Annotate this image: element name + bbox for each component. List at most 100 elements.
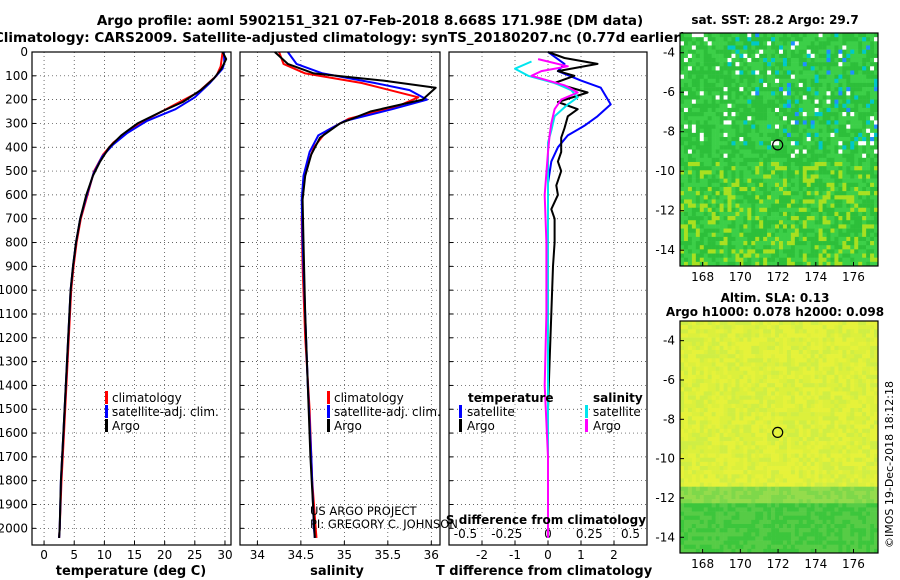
map-cell [814, 70, 819, 75]
map-cell [743, 91, 748, 96]
map-cell [826, 412, 831, 417]
map-cell [719, 153, 724, 159]
map-cell [858, 153, 863, 159]
map-cell [846, 57, 851, 63]
map-cell [715, 245, 720, 250]
map-cell [790, 428, 796, 434]
map-cell [719, 424, 724, 430]
map-cell [719, 149, 724, 154]
map-cell [735, 253, 740, 258]
map-cell [806, 120, 811, 125]
map-cell [858, 321, 863, 326]
map-cell [735, 337, 740, 343]
map-cell [834, 82, 839, 88]
map-cell [866, 33, 871, 38]
map-cell [755, 374, 760, 380]
map-cell [687, 412, 693, 417]
map-cell [711, 391, 716, 396]
map-cell [763, 329, 768, 334]
map-cell [727, 62, 732, 67]
map-cell [870, 449, 875, 454]
map-cell [763, 74, 768, 80]
map-cell [703, 428, 709, 434]
map-cell [735, 362, 740, 367]
map-cell [786, 137, 792, 142]
map-cell [814, 245, 819, 250]
map-cell [838, 337, 843, 343]
map-cell [846, 437, 851, 442]
map-cell [707, 78, 712, 84]
map-cell [802, 53, 808, 59]
map-cell [755, 224, 760, 229]
map-cell [743, 228, 748, 234]
map-cell [723, 137, 728, 142]
map-cell [715, 370, 720, 376]
map-cell [862, 62, 867, 67]
map-cell [767, 321, 772, 326]
map-cell [850, 220, 855, 225]
map-cell [830, 395, 835, 401]
map-cell [747, 207, 752, 213]
map-cell [874, 395, 879, 401]
map-cell [842, 424, 847, 430]
map-cell [822, 116, 827, 121]
map-cell [743, 37, 748, 42]
map-cell [687, 211, 693, 217]
map-cell [767, 95, 772, 100]
map-cell [731, 182, 736, 188]
map-cell [779, 82, 784, 88]
map-cell [691, 470, 697, 475]
map-cell [830, 186, 835, 192]
map-cell [826, 220, 831, 225]
map-cell [850, 424, 855, 430]
map-cell [719, 70, 724, 75]
map-cell [751, 95, 756, 100]
map-cell [743, 137, 748, 142]
map-cell [830, 399, 835, 405]
map-cell [759, 128, 764, 134]
map-cell [755, 329, 760, 334]
map-cell [751, 358, 756, 363]
map-cell [846, 249, 851, 254]
map-cell [786, 182, 792, 188]
map-cell [830, 408, 835, 413]
map-cell [727, 403, 732, 409]
map-cell [711, 99, 716, 105]
map-cell [723, 470, 728, 475]
map-cell [874, 199, 879, 204]
map-cell [794, 374, 800, 380]
map-cell [687, 91, 693, 96]
map-cell [715, 199, 720, 204]
map-cell [715, 249, 720, 254]
map-cell [818, 170, 823, 175]
map-cell [842, 220, 847, 225]
map-cell [759, 337, 764, 343]
map-cell [870, 236, 875, 242]
map-cell [838, 449, 843, 454]
map-cell [771, 153, 776, 159]
map-cell [846, 329, 851, 334]
map-cell [711, 211, 716, 217]
map-cell [695, 424, 701, 430]
map-cell [707, 383, 712, 388]
map-cell [771, 216, 776, 221]
map-cell [822, 78, 827, 84]
map-cell [782, 474, 788, 479]
map-cell [680, 62, 685, 67]
map-cell [680, 182, 685, 188]
map-cell [775, 437, 780, 442]
map-cell [842, 337, 847, 343]
map-cell [683, 203, 689, 209]
map-cell [830, 350, 835, 355]
map-cell [850, 91, 855, 96]
map-cell [854, 366, 859, 372]
map-cell [699, 174, 705, 179]
map-cell [794, 207, 800, 213]
map-cell [842, 145, 847, 150]
map-cell [834, 170, 839, 175]
map-cell [854, 174, 859, 179]
map-cell [680, 241, 685, 246]
map-cell [814, 470, 819, 475]
map-cell [838, 191, 843, 196]
map-cell [739, 132, 744, 138]
